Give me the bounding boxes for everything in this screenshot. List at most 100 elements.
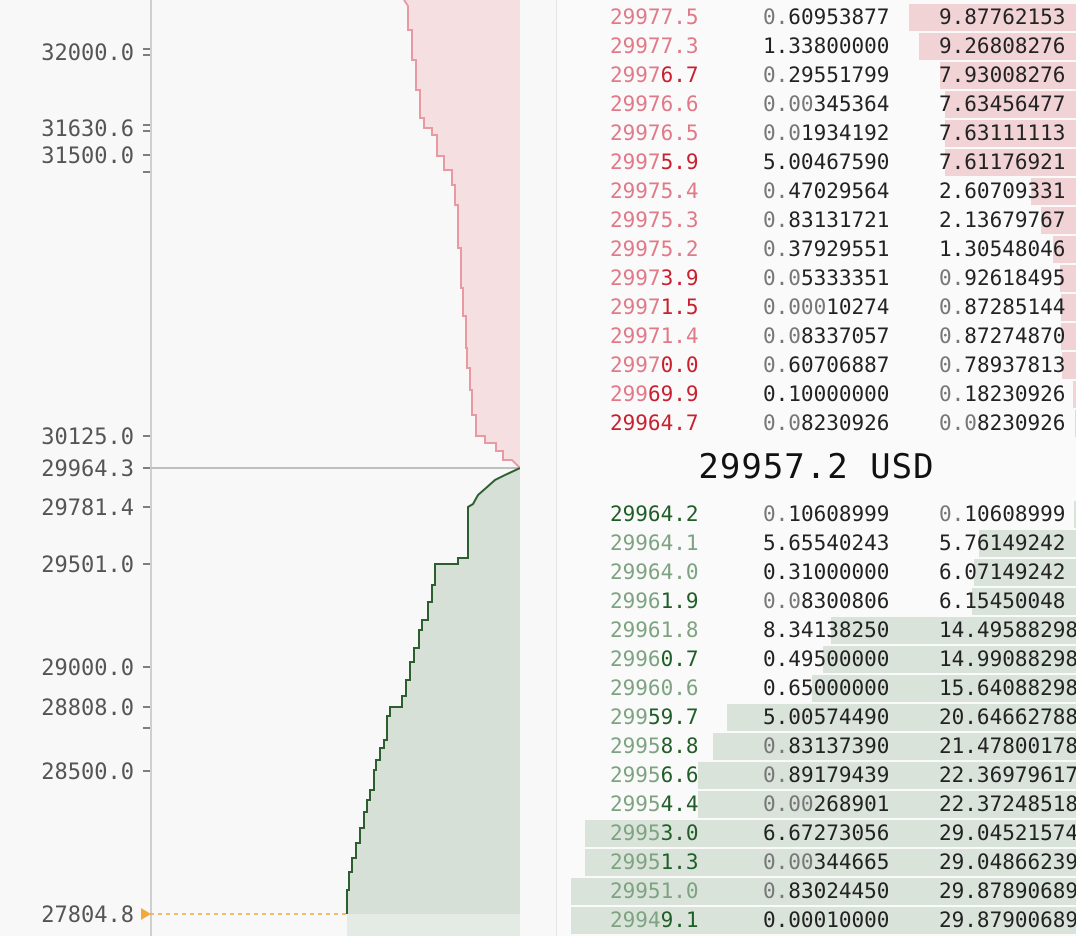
- ask-row[interactable]: 29975.2 0.37929551 1.30548046: [557, 235, 1076, 264]
- ask-row[interactable]: 29971.4 0.08337057 0.87274870: [557, 322, 1076, 351]
- ask-depth-area: [404, 0, 520, 468]
- bid-price: 29959.7: [610, 705, 699, 729]
- ask-row[interactable]: 29973.9 0.05333351 0.92618495: [557, 264, 1076, 293]
- bid-sum: 29.87890689: [939, 879, 1076, 903]
- ask-price: 29975.9: [610, 150, 699, 174]
- bid-price: 29949.1: [610, 908, 699, 932]
- ask-row[interactable]: 29969.9 0.10000000 0.18230926: [557, 380, 1076, 409]
- ask-qty: 0.83131721: [763, 208, 890, 232]
- axis-tick-label: 29964.3: [41, 457, 134, 482]
- axis-tick-label: 29781.4: [41, 496, 134, 521]
- ask-row[interactable]: 29970.0 0.60706887 0.78937813: [557, 351, 1076, 380]
- ask-sum: 7.93008276: [939, 63, 1066, 87]
- bid-row[interactable]: 29956.6 0.89179439 22.36979617: [557, 761, 1076, 790]
- bid-depth-bar: [698, 762, 1076, 789]
- ask-depth-bar: [1062, 352, 1076, 379]
- bid-price: 29964.0: [610, 560, 699, 584]
- ask-depth-bar: [944, 91, 1076, 118]
- bid-sum: 6.07149242: [939, 560, 1066, 584]
- ask-row[interactable]: 29975.3 0.83131721 2.13679767: [557, 206, 1076, 235]
- bid-row[interactable]: 29960.6 0.65000000 15.64088298: [557, 674, 1076, 703]
- panel-divider[interactable]: ›: [521, 0, 1062, 936]
- bid-row[interactable]: 29953.0 6.67273056 29.04521574: [557, 819, 1076, 848]
- bid-depth-bar: [973, 559, 1076, 586]
- bid-sum: 0.10608999: [939, 502, 1066, 526]
- bid-sum: 5.76149242: [939, 531, 1066, 555]
- bid-qty: 5.65540243: [763, 531, 890, 555]
- bid-depth-bar: [585, 849, 1076, 876]
- bid-depth-line: [346, 467, 520, 914]
- bid-row[interactable]: 29959.7 5.00574490 20.64662788: [557, 703, 1076, 732]
- bid-qty: 0.83137390: [763, 734, 890, 758]
- bid-qty: 0.10608999: [763, 502, 890, 526]
- bid-qty: 8.34138250: [763, 618, 890, 642]
- ask-qty: 1.33800000: [763, 34, 890, 58]
- axis-tick-label: 31500.0: [41, 144, 134, 169]
- ask-row[interactable]: 29976.7 0.29551799 7.93008276: [557, 61, 1076, 90]
- axis-tick-label: 29000.0: [41, 656, 134, 681]
- bid-row[interactable]: 29961.9 0.08300806 6.15450048: [557, 587, 1076, 616]
- ask-depth-bar: [1072, 381, 1076, 408]
- bid-qty: 0.08300806: [763, 589, 890, 613]
- ask-sum: 0.87285144: [939, 295, 1066, 319]
- bid-qty: 0.00268901: [763, 792, 890, 816]
- ask-depth-bar: [1059, 265, 1076, 292]
- bid-sum: 22.36979617: [939, 763, 1076, 787]
- axis-tick-label: 31630.6: [41, 117, 134, 142]
- ask-price: 29964.7: [610, 411, 699, 435]
- bid-price: 29960.6: [610, 676, 699, 700]
- bid-depth-bar: [585, 820, 1076, 847]
- bid-row[interactable]: 29949.1 0.00010000 29.87900689: [557, 906, 1076, 935]
- bid-sum: 21.47800178: [939, 734, 1076, 758]
- bid-row[interactable]: 29964.1 5.65540243 5.76149242: [557, 529, 1076, 558]
- bid-depth-bar: [811, 675, 1076, 702]
- bid-row[interactable]: 29958.8 0.83137390 21.47800178: [557, 732, 1076, 761]
- ask-sum: 9.87762153: [939, 5, 1066, 29]
- axis-tick-label: 29501.0: [41, 553, 134, 578]
- bid-row[interactable]: 29954.4 0.00268901 22.37248518: [557, 790, 1076, 819]
- bid-qty: 0.65000000: [763, 676, 890, 700]
- depth-chart-panel: 32000.0 31630.6 31500.0 30125.0 29964.3 29781…: [0, 0, 520, 936]
- ask-depth-bar: [1040, 207, 1076, 234]
- bid-sum: 29.87900689: [939, 908, 1076, 932]
- bid-row[interactable]: 29964.0 0.31000000 6.07149242: [557, 558, 1076, 587]
- bid-depth-bar: [822, 646, 1076, 673]
- ask-sum: 7.63111113: [939, 121, 1066, 145]
- ask-sum: 0.78937813: [939, 353, 1066, 377]
- ask-qty: 0.37929551: [763, 237, 890, 261]
- bid-row[interactable]: 29951.0 0.83024450 29.87890689: [557, 877, 1076, 906]
- ask-row[interactable]: 29976.5 0.01934192 7.63111113: [557, 119, 1076, 148]
- ask-sum: 7.61176921: [939, 150, 1066, 174]
- ask-row[interactable]: 29975.9 5.00467590 7.61176921: [557, 148, 1076, 177]
- bid-depth-bar: [697, 791, 1076, 818]
- axis-tick-label: 28500.0: [41, 760, 134, 785]
- ask-row[interactable]: 29977.5 0.60953877 9.87762153: [557, 3, 1076, 32]
- bid-qty: 0.00344665: [763, 850, 890, 874]
- axis-tick-label: 30125.0: [41, 425, 134, 450]
- ask-qty: 0.01934192: [763, 121, 890, 145]
- bid-row[interactable]: 29964.2 0.10608999 0.10608999: [557, 500, 1076, 529]
- ask-row[interactable]: 29975.4 0.47029564 2.60709331: [557, 177, 1076, 206]
- ask-sum: 1.30548046: [939, 237, 1066, 261]
- bid-price: 29951.0: [610, 879, 699, 903]
- bid-row[interactable]: 29961.8 8.34138250 14.49588298: [557, 616, 1076, 645]
- ask-row[interactable]: 29971.5 0.00010274 0.87285144: [557, 293, 1076, 322]
- ask-price: 29973.9: [610, 266, 699, 290]
- bid-row[interactable]: 29960.7 0.49500000 14.99088298: [557, 645, 1076, 674]
- bid-qty: 0.49500000: [763, 647, 890, 671]
- ask-price: 29971.4: [610, 324, 699, 348]
- ask-qty: 0.60953877: [763, 5, 890, 29]
- ask-row[interactable]: 29976.6 0.00345364 7.63456477: [557, 90, 1076, 119]
- bid-row[interactable]: 29951.3 0.00344665 29.04866239: [557, 848, 1076, 877]
- price-marker-icon: [141, 908, 151, 920]
- ask-row[interactable]: 29977.3 1.33800000 9.26808276: [557, 32, 1076, 61]
- axis-tick-label: 28808.0: [41, 696, 134, 721]
- ask-sum: 0.08230926: [939, 411, 1066, 435]
- bid-sum: 20.64662788: [939, 705, 1076, 729]
- ask-row[interactable]: 29964.7 0.08230926 0.08230926: [557, 409, 1076, 438]
- ask-price: 29970.0: [610, 353, 699, 377]
- bid-depth-bar: [971, 588, 1076, 615]
- bid-sum: 14.49588298: [939, 618, 1076, 642]
- bid-price: 29964.1: [610, 531, 699, 555]
- ask-qty: 0.08337057: [763, 324, 890, 348]
